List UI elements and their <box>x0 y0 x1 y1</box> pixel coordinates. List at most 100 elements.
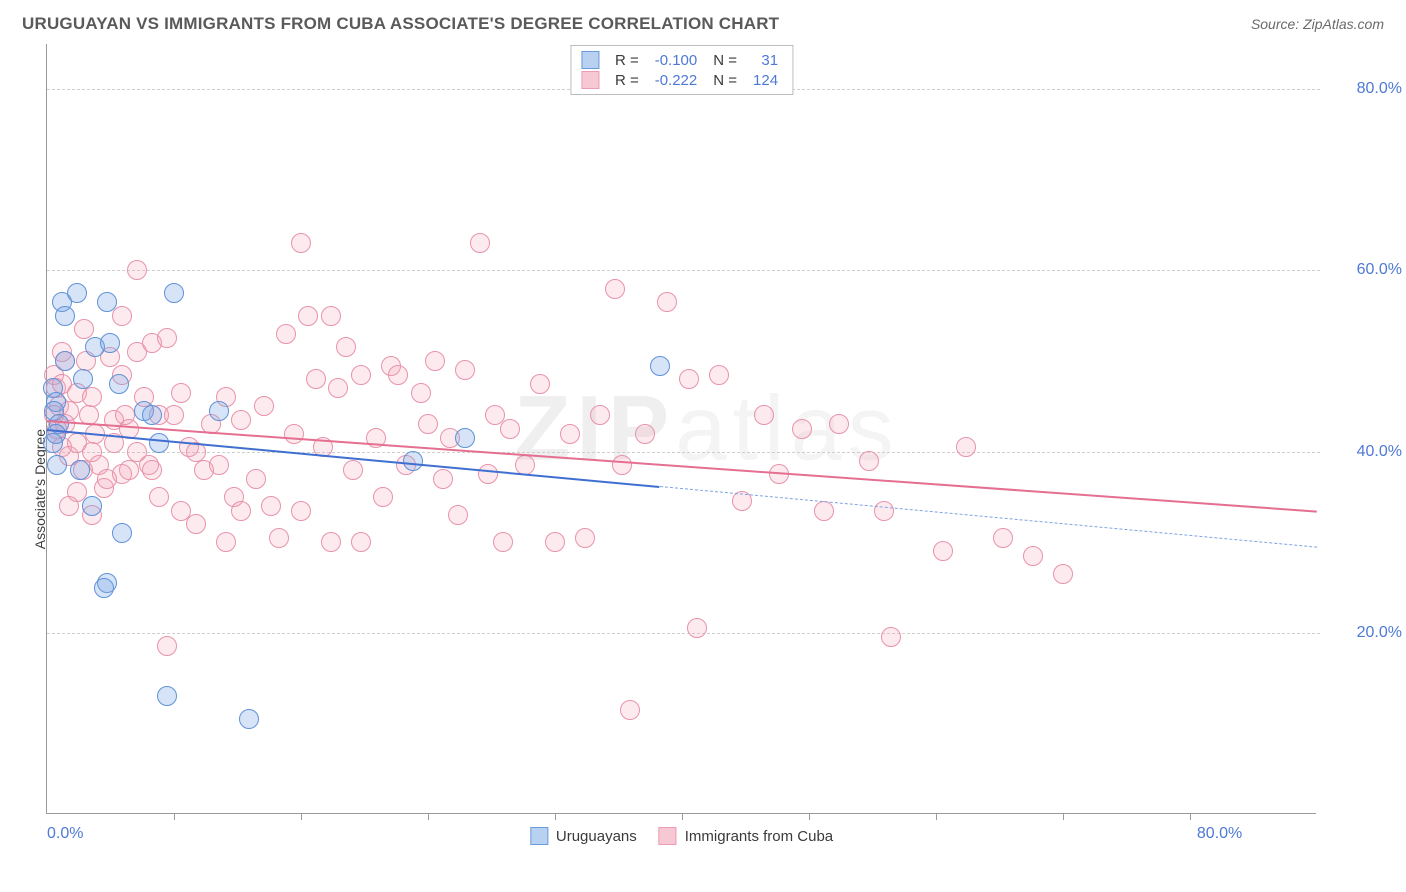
trend-line <box>660 486 1317 548</box>
gridline <box>47 270 1320 271</box>
data-point <box>142 460 162 480</box>
x-minor-tick <box>555 813 556 820</box>
legend-swatch <box>581 51 599 69</box>
y-tick-label: 40.0% <box>1324 443 1402 461</box>
data-point <box>605 279 625 299</box>
data-point <box>306 369 326 389</box>
data-point <box>635 424 655 444</box>
source-label: Source: ZipAtlas.com <box>1251 16 1384 32</box>
data-point <box>433 469 453 489</box>
legend-item: Uruguayans <box>530 827 637 845</box>
data-point <box>545 532 565 552</box>
legend-swatch <box>530 827 548 845</box>
data-point <box>216 532 236 552</box>
data-point <box>478 464 498 484</box>
x-minor-tick <box>1063 813 1064 820</box>
data-point <box>164 405 184 425</box>
data-point <box>336 337 356 357</box>
data-point <box>209 455 229 475</box>
x-tick-label: 80.0% <box>1197 825 1242 843</box>
data-point <box>754 405 774 425</box>
x-minor-tick <box>174 813 175 820</box>
x-minor-tick <box>809 813 810 820</box>
data-point <box>291 501 311 521</box>
data-point <box>874 501 894 521</box>
legend-item: Immigrants from Cuba <box>659 827 833 845</box>
data-point <box>650 356 670 376</box>
data-point <box>55 351 75 371</box>
n-value: 31 <box>747 50 788 70</box>
data-point <box>186 514 206 534</box>
data-point <box>343 460 363 480</box>
legend-swatch <box>659 827 677 845</box>
data-point <box>321 532 341 552</box>
data-point <box>351 365 371 385</box>
data-point <box>530 374 550 394</box>
y-tick-label: 20.0% <box>1324 624 1402 642</box>
x-minor-tick <box>428 813 429 820</box>
data-point <box>157 686 177 706</box>
data-point <box>620 700 640 720</box>
legend-label: Immigrants from Cuba <box>685 828 833 845</box>
data-point <box>284 424 304 444</box>
data-point <box>82 496 102 516</box>
data-point <box>43 433 63 453</box>
data-point <box>493 532 513 552</box>
data-point <box>171 383 191 403</box>
data-point <box>127 260 147 280</box>
data-point <box>276 324 296 344</box>
data-point <box>164 283 184 303</box>
data-point <box>418 414 438 434</box>
data-point <box>448 505 468 525</box>
data-point <box>321 306 341 326</box>
data-point <box>157 328 177 348</box>
data-point <box>859 451 879 471</box>
data-point <box>254 396 274 416</box>
legend-stats-row: R =-0.222N =124 <box>575 70 788 90</box>
data-point <box>1023 546 1043 566</box>
data-point <box>933 541 953 561</box>
data-point <box>74 319 94 339</box>
legend-swatch <box>581 71 599 89</box>
data-point <box>455 428 475 448</box>
data-point <box>149 487 169 507</box>
data-point <box>425 351 445 371</box>
legend-stats-table: R =-0.100N =31R =-0.222N =124 <box>575 50 788 90</box>
data-point <box>246 469 266 489</box>
n-value: 124 <box>747 70 788 90</box>
data-point <box>112 464 132 484</box>
data-point <box>792 419 812 439</box>
data-point <box>403 451 423 471</box>
data-point <box>82 387 102 407</box>
data-point <box>993 528 1013 548</box>
data-point <box>55 306 75 326</box>
x-minor-tick <box>1190 813 1191 820</box>
data-point <box>328 378 348 398</box>
data-point <box>470 233 490 253</box>
y-tick-label: 60.0% <box>1324 261 1402 279</box>
data-point <box>209 401 229 421</box>
n-label: N = <box>707 70 747 90</box>
data-point <box>560 424 580 444</box>
x-minor-tick <box>936 813 937 820</box>
n-label: N = <box>707 50 747 70</box>
x-minor-tick <box>301 813 302 820</box>
data-point <box>657 292 677 312</box>
data-point <box>94 578 114 598</box>
r-value: -0.100 <box>649 50 708 70</box>
data-point <box>298 306 318 326</box>
x-tick-label: 0.0% <box>47 825 83 843</box>
data-point <box>373 487 393 507</box>
legend-stats-row: R =-0.100N =31 <box>575 50 788 70</box>
data-point <box>500 419 520 439</box>
data-point <box>351 532 371 552</box>
data-point <box>829 414 849 434</box>
data-point <box>679 369 699 389</box>
plot-wrap: Associate's Degree ZIPatlas R =-0.100N =… <box>46 44 1384 814</box>
data-point <box>687 618 707 638</box>
data-point <box>269 528 289 548</box>
x-minor-tick <box>682 813 683 820</box>
data-point <box>157 636 177 656</box>
legend-stats: R =-0.100N =31R =-0.222N =124 <box>570 45 793 95</box>
data-point <box>149 433 169 453</box>
